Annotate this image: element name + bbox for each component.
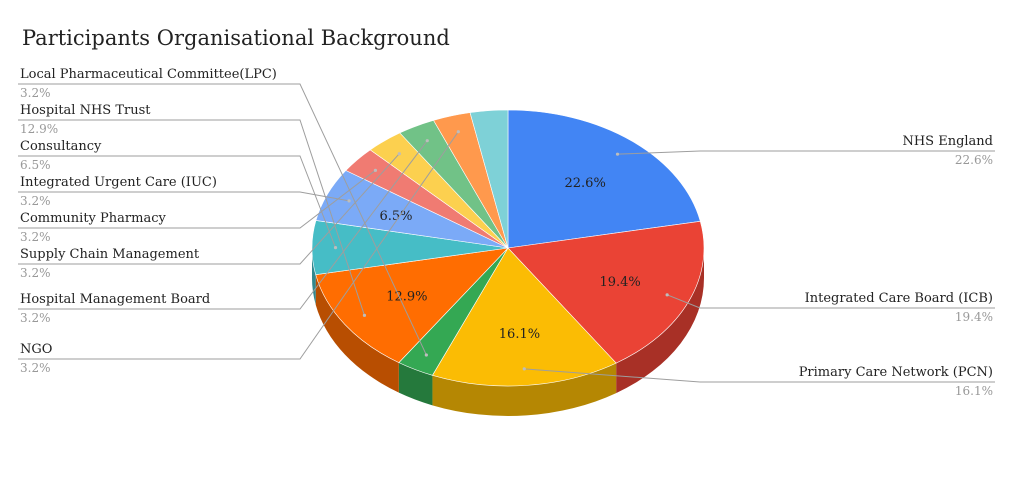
data-label: 12.9% xyxy=(386,289,427,304)
slice-percent: 6.5% xyxy=(20,158,51,172)
slice-label: Local Pharmaceutical Committee(LPC) xyxy=(20,67,277,82)
leader-dot xyxy=(397,152,401,156)
leader-line xyxy=(18,83,427,356)
leader-dot xyxy=(522,367,526,371)
slice-label: Community Pharmacy xyxy=(20,211,166,226)
slice-percent: 3.2% xyxy=(20,311,51,325)
leader-dot xyxy=(333,246,338,250)
slice-label: Supply Chain Management xyxy=(20,247,200,262)
leader-line xyxy=(18,131,459,360)
leader-dot xyxy=(456,130,460,134)
leader-line xyxy=(666,294,995,309)
pie-slice xyxy=(315,247,509,363)
pie-slice xyxy=(431,247,617,387)
slice-label: Primary Care Network (PCN) xyxy=(799,365,993,380)
slice-side xyxy=(432,363,617,416)
pie-slice xyxy=(469,109,509,249)
slice-percent: 16.1% xyxy=(955,384,993,398)
leader-line xyxy=(18,191,350,202)
leader-dot xyxy=(373,168,378,172)
slice-percent: 3.2% xyxy=(20,266,51,280)
slice-percent: 3.2% xyxy=(20,230,51,244)
slice-side xyxy=(315,274,399,393)
leader-line xyxy=(18,155,336,248)
chart-title: Participants Organisational Background xyxy=(22,26,450,50)
data-label: 16.1% xyxy=(499,327,540,342)
data-labels: 22.6% 19.4% 16.1% 12.9% 6.5% xyxy=(379,176,640,342)
leader-dot xyxy=(362,313,367,317)
leader-line xyxy=(18,153,400,265)
leader-line xyxy=(18,169,376,229)
slice-label: Consultancy xyxy=(20,139,102,154)
leader-line xyxy=(18,119,365,316)
pie-slice xyxy=(507,109,701,249)
leader-line xyxy=(617,150,995,155)
leader-line xyxy=(524,368,995,383)
slice-side xyxy=(616,248,704,394)
slice-label: NGO xyxy=(20,342,52,357)
pie-depth xyxy=(312,248,704,416)
slice-label: NHS England xyxy=(902,134,993,149)
data-label: 6.5% xyxy=(379,209,412,224)
leader-dot xyxy=(424,353,428,357)
slice-percent: 12.9% xyxy=(20,122,58,136)
slice-percent: 22.6% xyxy=(955,153,993,167)
leader-dot xyxy=(347,199,351,203)
pie-slices xyxy=(311,109,705,387)
slice-side xyxy=(398,362,433,406)
data-label: 19.4% xyxy=(599,275,640,290)
leader-dot xyxy=(665,293,669,297)
slice-label: Integrated Urgent Care (IUC) xyxy=(20,175,217,190)
slice-percent: 3.2% xyxy=(20,194,51,208)
slice-percent: 3.2% xyxy=(20,86,51,100)
slice-percent: 19.4% xyxy=(955,310,993,324)
slice-label: Integrated Care Board (ICB) xyxy=(805,291,993,306)
leader-lines xyxy=(18,83,995,383)
slice-percent: 3.2% xyxy=(20,361,51,375)
slice-label: Hospital Management Board xyxy=(20,292,210,307)
leader-dot xyxy=(615,152,620,156)
slice-label: Hospital NHS Trust xyxy=(20,103,151,118)
pie-slice xyxy=(507,220,705,364)
data-label: 22.6% xyxy=(565,176,606,191)
leader-line xyxy=(18,140,428,310)
slice-labels: NHS England 22.6% Integrated Care Board (I… xyxy=(20,67,993,398)
leader-dot xyxy=(425,139,429,143)
